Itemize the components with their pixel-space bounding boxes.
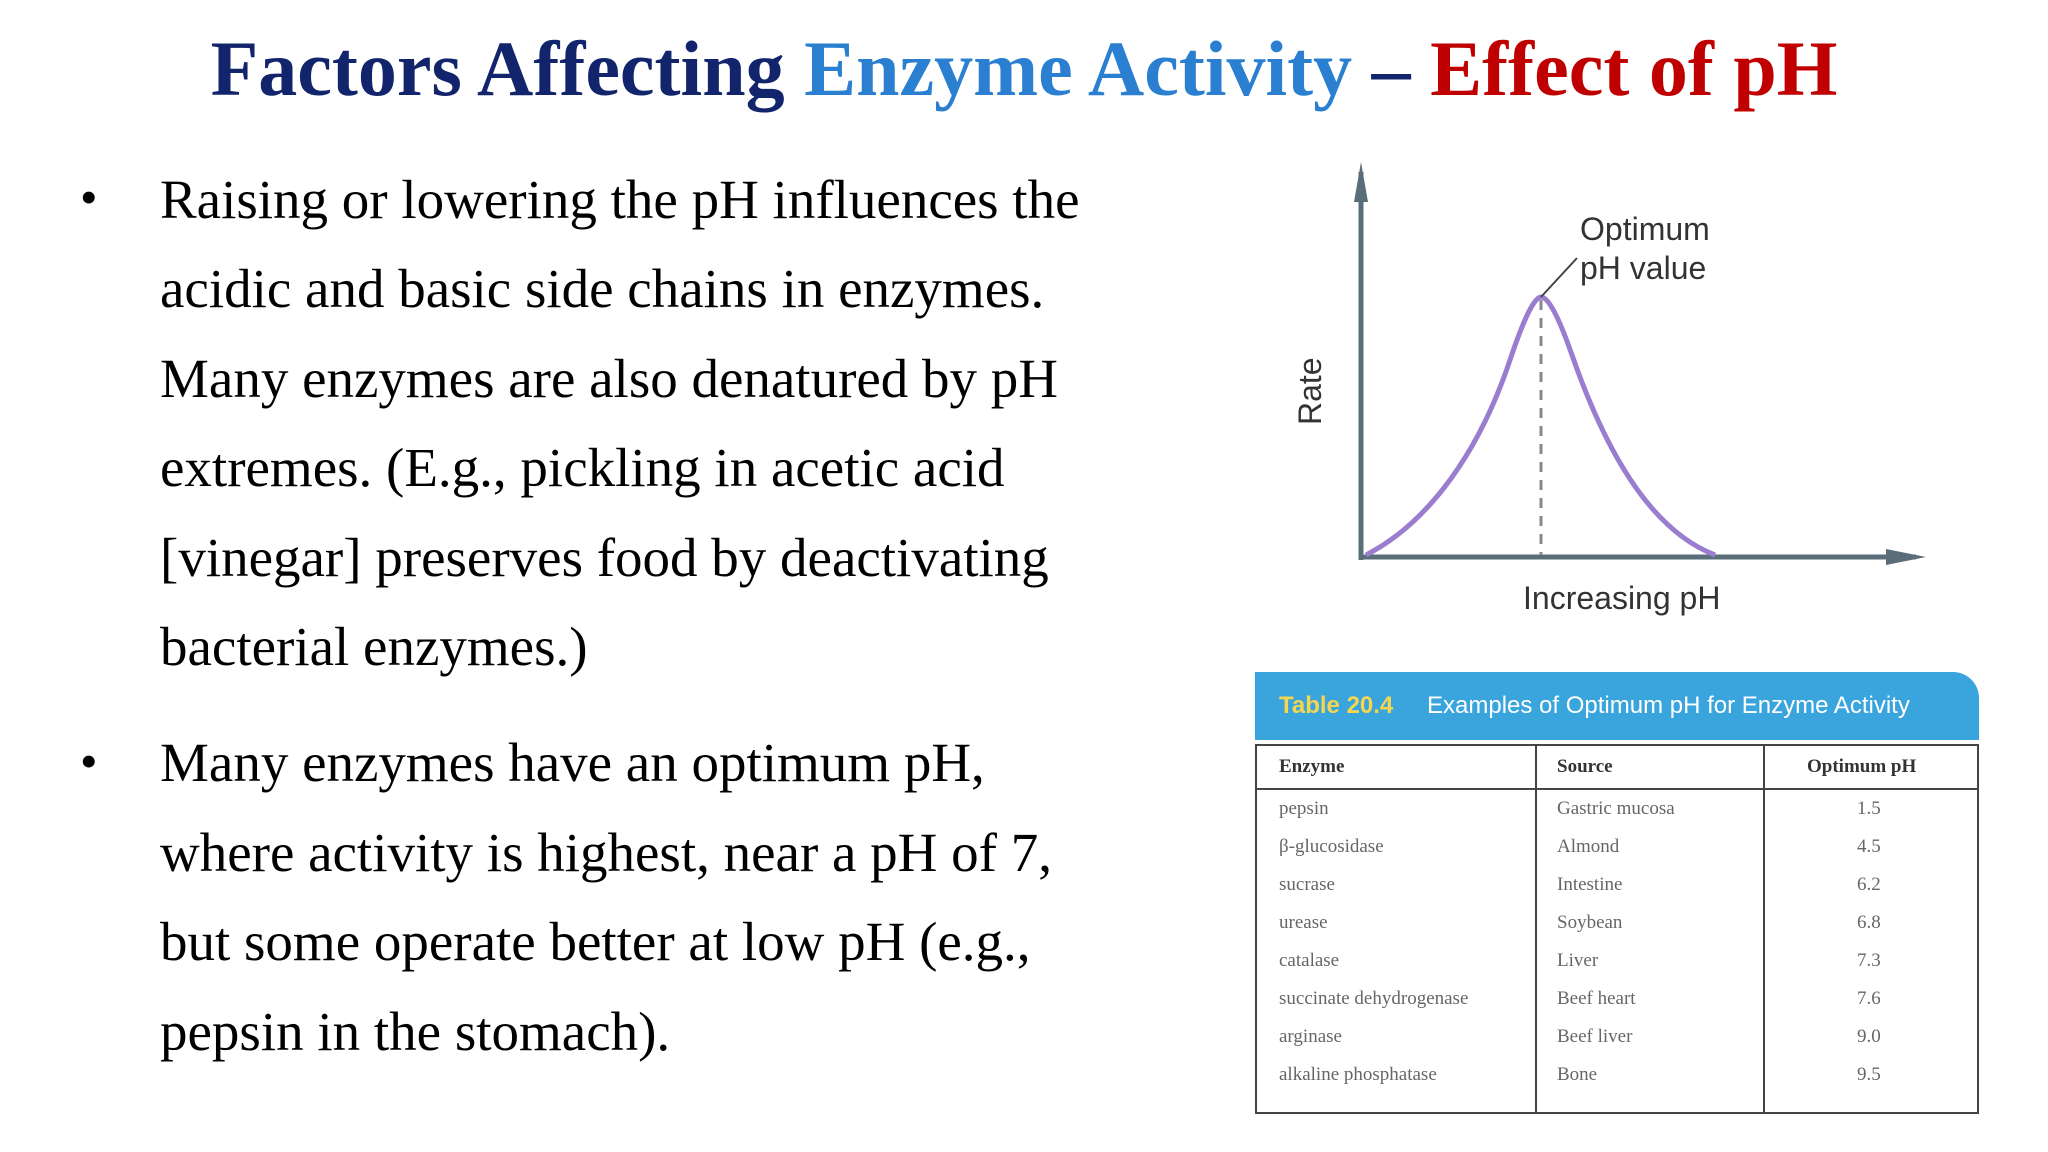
table-cell-source: Intestine: [1557, 874, 1623, 895]
header-divider: [1257, 788, 1977, 790]
title-part-enzyme-activity: Enzyme Activity: [804, 25, 1353, 112]
bullet-2-line-1: Many enzymes have an optimum pH,: [160, 732, 985, 793]
table-cell-source: Bone: [1557, 1064, 1598, 1085]
peak-label-line1: Optimum: [1580, 211, 1710, 247]
bullet-2-line-2: where activity is highest, near a pH of …: [160, 822, 1052, 883]
table-cell-ph: 9.5: [1857, 1064, 1881, 1085]
optimum-leader-line: [1540, 257, 1578, 298]
bullet-1-line-4: extremes. (E.g., pickling in acetic acid: [160, 437, 1005, 498]
column-header-enzyme: Enzyme: [1279, 756, 1345, 777]
y-axis-label: Rate: [1292, 357, 1328, 425]
optimum-ph-table: Table 20.4 Examples of Optimum pH for En…: [1255, 672, 1979, 1114]
table-cell-source: Beef liver: [1557, 1026, 1633, 1047]
column-header-optimum-ph: Optimum pH: [1807, 756, 1917, 777]
table-cell-enzyme: catalase: [1279, 950, 1340, 971]
table-cell-source: Liver: [1557, 950, 1599, 971]
peak-label-line2: pH value: [1580, 250, 1706, 286]
table-cell-enzyme: urease: [1279, 912, 1328, 933]
x-axis-arrow-icon: [1886, 549, 1926, 565]
bullet-marker-1: •: [80, 169, 98, 225]
column-header-source: Source: [1557, 756, 1613, 777]
ph-rate-graph-svg: Optimum pH value Rate Increasing pH: [1292, 162, 1926, 616]
bullet-list: • Raising or lowering the pH influences …: [80, 169, 1080, 1062]
x-axis-label: Increasing pH: [1523, 580, 1720, 616]
table-cell-enzyme: succinate dehydrogenase: [1279, 988, 1469, 1009]
bullet-1-line-6: bacterial enzymes.): [160, 616, 588, 677]
ph-rate-graph: Optimum pH value Rate Increasing pH: [1280, 150, 1960, 630]
table-cell-enzyme: sucrase: [1279, 874, 1335, 895]
table-cell-source: Beef heart: [1557, 988, 1636, 1009]
bullet-1-line-3: Many enzymes are also denatured by pH: [160, 348, 1059, 409]
title-dash: –: [1352, 25, 1431, 112]
table-cell-ph: 7.3: [1857, 950, 1881, 971]
table-cell-ph: 7.6: [1857, 988, 1881, 1009]
bullet-2-line-3: but some operate better at low pH (e.g.,: [160, 911, 1031, 972]
y-axis-arrow-icon: [1354, 162, 1368, 202]
title-part-effect-of-ph: Effect of pH: [1430, 25, 1838, 112]
bullet-2-line-4: pepsin in the stomach).: [160, 1001, 671, 1062]
bullet-1-line-5: [vinegar] preserves food by deactivating: [160, 527, 1049, 588]
table-caption: Examples of Optimum pH for Enzyme Activi…: [1427, 692, 1910, 719]
table-header-bar: Table 20.4 Examples of Optimum pH for En…: [1255, 672, 1979, 740]
table-cell-ph: 9.0: [1857, 1026, 1881, 1047]
table-number: Table 20.4: [1279, 692, 1394, 719]
table-cell-ph: 6.8: [1857, 912, 1881, 933]
table-cell-ph: 4.5: [1857, 836, 1881, 857]
table-cell-enzyme: β-glucosidase: [1279, 836, 1384, 857]
bullet-marker-2: •: [80, 733, 98, 789]
slide-title: Factors Affecting Enzyme Activity – Effe…: [0, 24, 2048, 114]
table-cell-enzyme: pepsin: [1279, 798, 1329, 819]
column-divider: [1535, 746, 1537, 1112]
bullet-1-line-2: acidic and basic side chains in enzymes.: [160, 258, 1045, 319]
table-cell-source: Soybean: [1557, 912, 1623, 933]
table-cell-source: Almond: [1557, 836, 1620, 857]
table-body: Enzyme Source Optimum pH pepsin Gastric …: [1255, 744, 1979, 1114]
table-cell-ph: 1.5: [1857, 798, 1881, 819]
table-cell-source: Gastric mucosa: [1557, 798, 1675, 819]
bullet-1-line-1: Raising or lowering the pH influences th…: [160, 169, 1080, 230]
title-part-factors: Factors Affecting: [210, 25, 805, 112]
table-cell-ph: 6.2: [1857, 874, 1881, 895]
table-cell-enzyme: arginase: [1279, 1026, 1342, 1047]
table-cell-enzyme: alkaline phosphatase: [1279, 1064, 1437, 1085]
column-divider: [1763, 746, 1765, 1112]
